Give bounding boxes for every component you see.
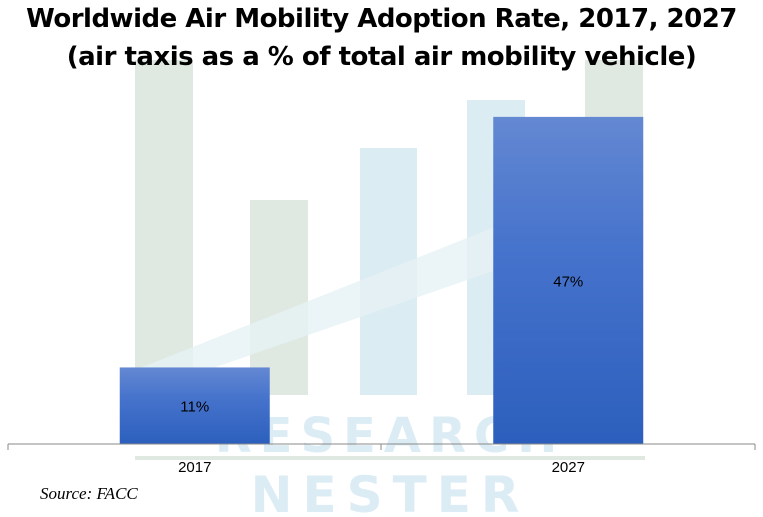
bar-2027: [493, 116, 644, 444]
watermark-text-2: NESTER: [251, 466, 530, 517]
data-label: 11%: [180, 399, 209, 416]
bar-2017: [119, 367, 270, 444]
source-note: Source: FACC: [40, 484, 138, 503]
x-tick-label: 2017: [178, 459, 211, 476]
data-label: 47%: [553, 273, 583, 290]
x-tick-label: 2027: [552, 459, 585, 476]
chart-title: Worldwide Air Mobility Adoption Rate, 20…: [26, 4, 737, 34]
chart-subtitle: (air taxis as a % of total air mobility …: [66, 42, 697, 72]
